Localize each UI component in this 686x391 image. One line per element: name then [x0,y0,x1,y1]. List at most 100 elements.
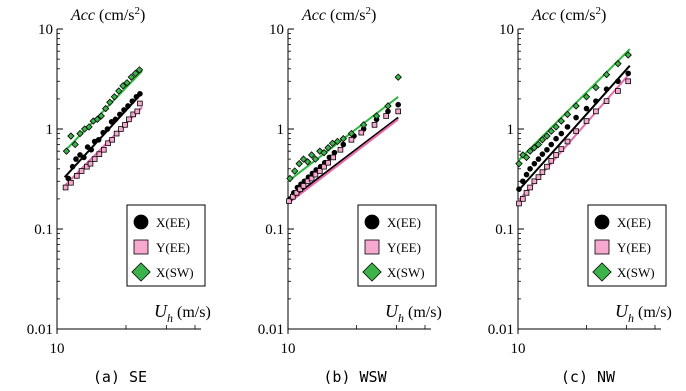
legend-marker-square [594,239,610,255]
data-point-diamond [384,102,392,110]
x-axis-title-unit: (m/s) [404,304,442,321]
legend-label: Y(EE) [156,240,190,255]
data-point-square [286,198,292,204]
data-point-square [300,183,307,189]
data-point-diamond [76,129,84,138]
data-point-diamond [534,140,543,149]
data-point-diamond [106,98,114,106]
data-point-square [516,200,522,207]
y-axis-title-unit: (cm/s [95,7,135,24]
data-point-square [84,163,90,170]
fit-line [517,64,631,192]
data-point-square [553,152,559,158]
y-tick-label: 0.1 [34,222,53,238]
data-point-diamond [372,112,381,120]
data-point-diamond [592,83,600,92]
data-point-circle [340,141,347,148]
data-point-square [603,98,610,104]
y-axis-title: Acc (cm/s2) [301,5,376,24]
y-axis-title-var: Acc [531,7,556,24]
data-point-diamond [522,153,531,162]
data-point-square [625,78,632,85]
x-axis-title-sub: h [167,311,173,325]
data-point-diamond [614,59,622,68]
data-point-circle [553,135,559,142]
data-point-square [615,88,621,94]
data-point-diamond [538,136,547,144]
data-point-square [297,186,303,193]
data-point-diamond [131,69,140,78]
data-point-circle [520,178,526,185]
data-point-square [573,128,579,135]
data-point-circle [527,165,533,172]
data-point-diamond [563,110,572,119]
data-point-square [531,178,538,185]
data-point-diamond [286,174,294,183]
data-point-square [358,129,365,136]
data-point-diamond [333,137,342,146]
legend-label: X(SW) [156,265,194,280]
data-point-diamond [547,127,555,135]
data-point-circle [81,154,87,161]
data-point-diamond [110,93,119,101]
data-point-diamond [135,66,144,74]
data-point-diamond [307,151,316,159]
legend-marker-circle [594,214,610,230]
data-point-square [337,146,344,153]
y-axis-title-exp: 2 [135,5,141,17]
data-point-diamond [67,132,75,140]
data-point-square [325,159,331,166]
data-point-diamond [123,79,131,87]
x-axis-title: Uh (m/s) [385,301,442,325]
data-point-circle [564,124,571,130]
data-point-square [348,136,355,143]
y-axis-title-close: ) [601,7,606,24]
x-axis-title-unit: (m/s) [634,304,672,321]
data-point-circle [133,93,140,100]
data-point-diamond [515,159,523,168]
data-point-square [290,193,296,200]
data-point-circle [121,107,127,113]
data-point-square [130,111,136,118]
data-point-diamond [602,70,611,79]
data-point-diamond [295,159,303,168]
data-point-square [535,174,542,180]
data-point-square [330,154,337,161]
panel-wsw: 0.01 0.1 1 10 10 Acc (cm/s2) Uh (m/s) X(EE) Y(EE… [258,5,442,386]
y-tick-label: 10 [499,22,514,38]
data-point-diamond [115,87,123,95]
x-tick-label: 10 [281,341,296,357]
y-tick-label: 0.01 [258,322,284,338]
data-point-square [548,158,555,164]
data-point-square [304,178,311,185]
data-point-circle [84,144,91,150]
data-point-square [134,108,141,115]
data-point-circle [77,152,83,158]
data-point-circle [104,126,111,132]
data-point-circle [615,78,621,85]
x-tick-label: 10 [50,341,65,357]
y-axis-title-exp: 2 [596,5,602,17]
fit-line [63,70,143,152]
data-point-circle [593,98,599,104]
data-point-diamond [303,158,312,166]
data-point-square [383,113,389,119]
data-point-square [321,163,327,170]
panel-nw: 0.01 0.1 1 10 10 Acc (cm/s2) Uh (m/s) X(EE) Y(EE… [488,5,672,386]
data-point-diamond [572,102,580,110]
data-point-square [593,108,599,115]
data-point-square [308,175,315,182]
y-axis-title-unit: (cm/s [556,7,596,24]
data-point-square [558,146,565,152]
panel-caption: (c) NW [561,368,616,386]
data-point-circle [125,103,131,109]
y-axis-title-var: Acc [70,7,95,24]
data-point-square [122,122,128,128]
legend-marker-circle [364,214,380,230]
data-point-diamond [624,51,632,59]
data-point-square [371,122,378,128]
legend-label: Y(EE) [387,240,421,255]
x-axis-title-sub: h [628,311,634,325]
data-point-circle [523,171,530,178]
y-axis-title: Acc (cm/s2) [531,5,606,24]
